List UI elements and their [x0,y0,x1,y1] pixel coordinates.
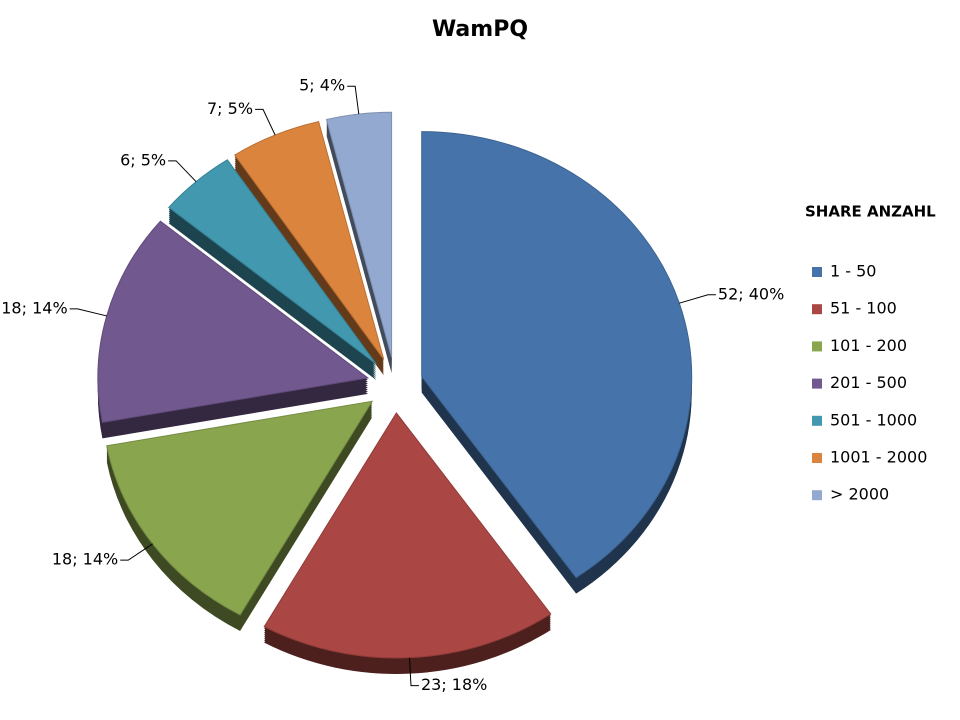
legend-label: 1001 - 2000 [830,448,927,467]
legend-swatch [812,453,822,463]
legend-label: 101 - 200 [830,336,907,355]
legend-swatch [812,415,822,426]
legend-label: 201 - 500 [830,373,907,392]
leader-line [69,308,107,317]
leader-line [168,160,197,183]
data-label: 6; 5% [120,150,166,169]
data-label: 23; 18% [421,675,487,694]
data-label: 18; 14% [1,298,67,317]
data-label: 52; 40% [718,284,784,303]
legend-swatch [812,378,822,389]
legend-title: SHARE ANZAHL [805,203,936,221]
data-label: 7; 5% [207,99,253,118]
legend-swatch [812,490,822,501]
leader-line [409,657,419,687]
legend-label: > 2000 [830,485,889,504]
data-label: 5; 4% [299,76,345,95]
leader-line [347,85,360,115]
slice [97,220,370,423]
slice [263,412,552,659]
legend-label: 501 - 1000 [830,410,917,429]
legend-label: 51 - 100 [830,299,897,318]
leader-line [255,108,276,136]
legend-swatch [812,267,822,277]
chart-title: WamPQ [432,17,528,42]
data-label: 18; 14% [52,550,118,569]
slice [325,111,393,358]
leader-line [120,543,153,561]
legend-label: 1 - 50 [830,262,876,281]
leader-line [679,294,716,304]
slice [234,121,385,360]
slice [421,131,693,579]
legend-swatch [812,304,822,315]
legend-swatch [812,341,822,352]
